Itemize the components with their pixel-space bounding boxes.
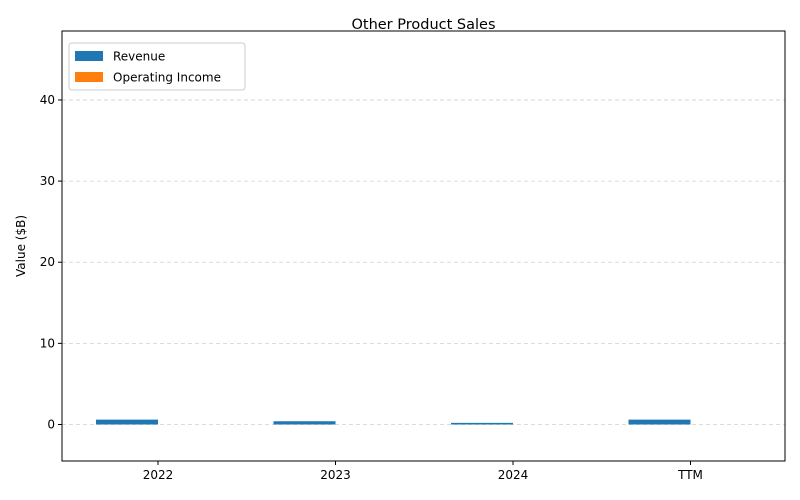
y-tick-label: 0 bbox=[47, 417, 55, 431]
x-tick-label: 2023 bbox=[320, 468, 351, 482]
bar-revenue bbox=[451, 422, 513, 425]
y-tick-label: 40 bbox=[40, 93, 55, 107]
plot-area-frame bbox=[61, 30, 786, 462]
x-axis: 2022 2023 2024 TTM bbox=[143, 461, 703, 482]
y-axis: 0 10 20 30 40 bbox=[40, 93, 62, 431]
gridlines bbox=[62, 99, 785, 425]
legend-label: Operating Income bbox=[113, 71, 221, 85]
legend-swatch bbox=[75, 51, 103, 61]
bar-revenue bbox=[273, 421, 336, 425]
legend-label: Revenue bbox=[113, 50, 165, 64]
y-axis-title: Value ($B) bbox=[14, 215, 28, 277]
legend-box bbox=[68, 42, 246, 91]
y-tick-label: 30 bbox=[40, 174, 55, 188]
y-tick-label: 10 bbox=[40, 336, 55, 350]
bar-revenue bbox=[96, 419, 158, 425]
legend: Revenue Operating Income bbox=[68, 42, 246, 91]
bar-revenue bbox=[628, 419, 691, 425]
bars bbox=[96, 419, 753, 425]
y-tick-label: 20 bbox=[40, 255, 55, 269]
x-tick-label: TTM bbox=[677, 468, 703, 482]
chart-title: Other Product Sales bbox=[351, 17, 495, 33]
x-tick-label: 2024 bbox=[498, 468, 529, 482]
legend-swatch bbox=[75, 72, 103, 82]
x-tick-label: 2022 bbox=[143, 468, 174, 482]
